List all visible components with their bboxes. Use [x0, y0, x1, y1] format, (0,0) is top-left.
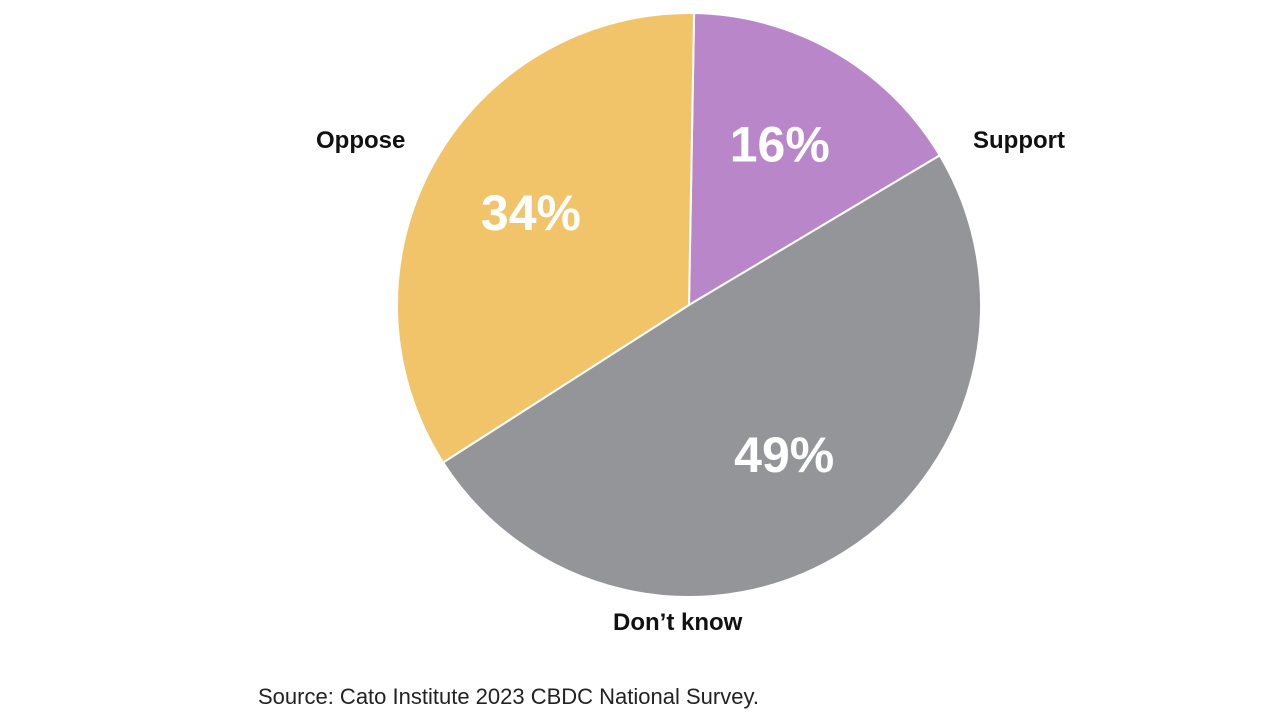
- category-label-oppose: Oppose: [316, 127, 406, 154]
- value-label-don-t-know: 49%: [734, 427, 834, 483]
- category-label-support: Support: [973, 127, 1065, 154]
- value-label-oppose: 34%: [481, 185, 581, 241]
- pie-value-labels: 16% 49% 34%: [481, 117, 834, 484]
- source-note: Source: Cato Institute 2023 CBDC Nationa…: [258, 684, 759, 709]
- category-label-dont-know: Don’t know: [613, 609, 743, 636]
- pie-slice-oppose: [396, 12, 696, 464]
- pie-slice-don-t-know: [441, 154, 982, 598]
- pie-slices: [396, 12, 982, 598]
- value-label-support: 16%: [730, 117, 830, 173]
- pie-slice-support: [687, 12, 942, 307]
